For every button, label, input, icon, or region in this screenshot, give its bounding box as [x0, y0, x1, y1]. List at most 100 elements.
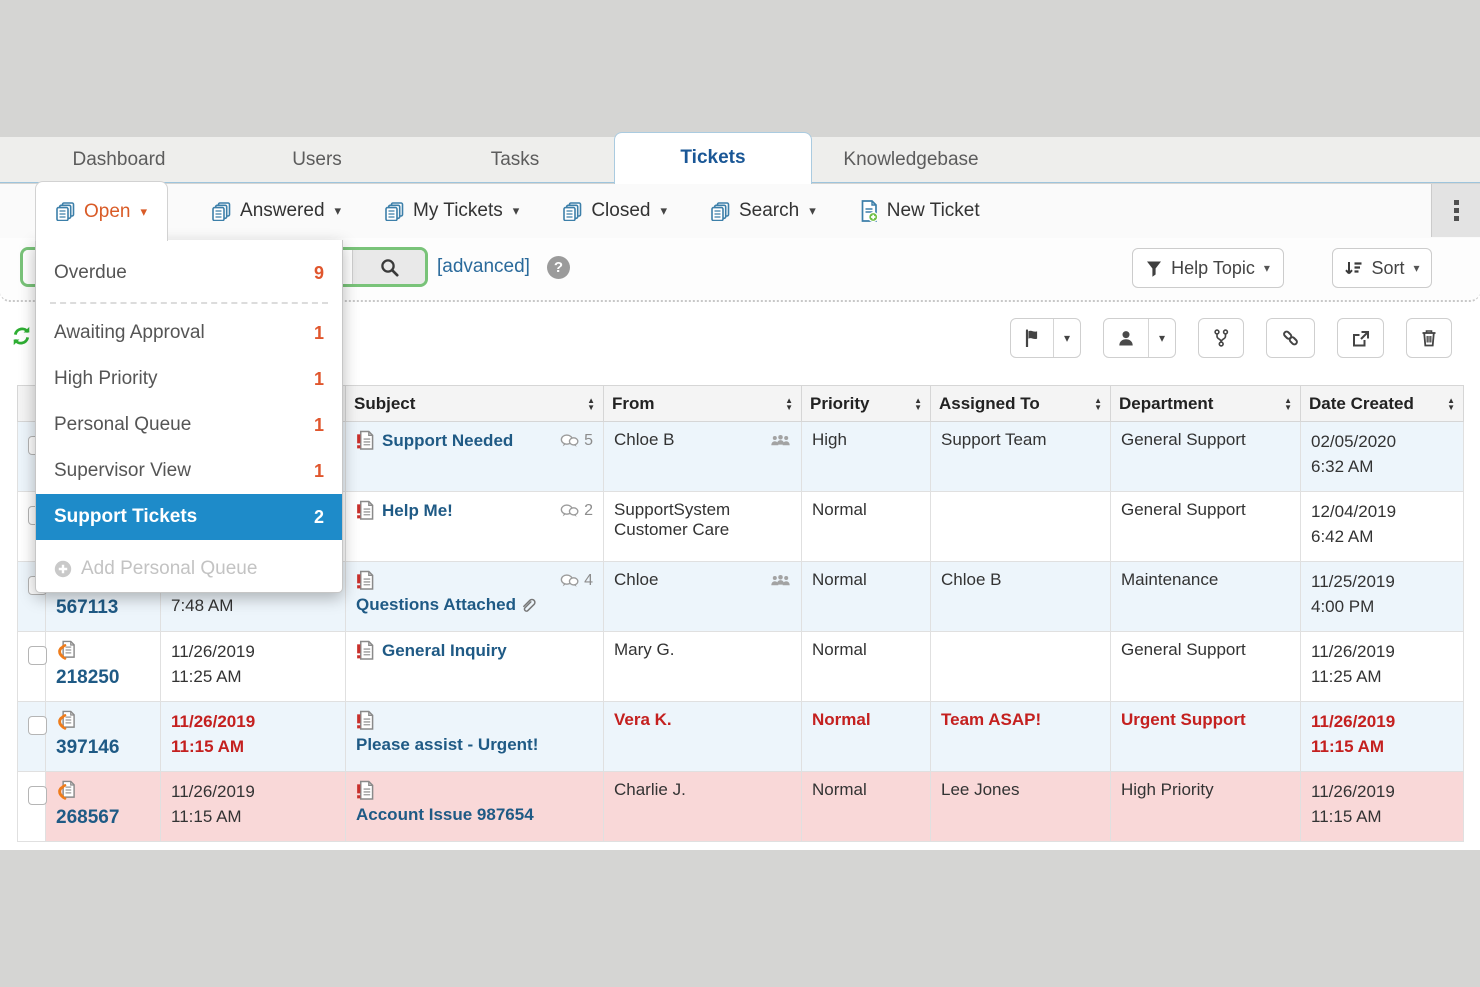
ticket-document-icon: [356, 780, 374, 800]
ticket-number-link[interactable]: 268567: [56, 807, 120, 828]
queue-closed-button[interactable]: Closed ▾: [563, 200, 667, 222]
assigned-cell: [930, 631, 1111, 702]
queue-item-high-priority[interactable]: High Priority 1: [36, 356, 342, 402]
export-button[interactable]: [1337, 318, 1384, 358]
sort-icon: [1345, 261, 1363, 275]
priority-cell: Normal: [801, 701, 931, 772]
department-cell: Urgent Support: [1110, 701, 1301, 772]
assign-agent-button[interactable]: [1104, 319, 1148, 357]
ticket-row: 397146 11/26/2019 11:15 AM Please assist…: [17, 701, 1464, 772]
new-ticket-button[interactable]: New Ticket: [860, 200, 980, 222]
new-ticket-icon: [861, 200, 878, 222]
from-cell: Charlie J.: [603, 771, 802, 842]
dropdown-separator: [50, 302, 328, 304]
tab-tasks[interactable]: Tasks: [490, 149, 540, 170]
subject-cell: Help Me! 2: [345, 491, 604, 562]
queue-item-supervisor-view[interactable]: Supervisor View 1: [36, 448, 342, 494]
phone-ticket-icon: [58, 640, 76, 660]
tab-users[interactable]: Users: [292, 149, 342, 170]
created-cell: 12/04/2019 6:42 AM: [1300, 491, 1464, 562]
comment-count: 2: [560, 502, 593, 520]
assign-split-button: ▾: [1102, 318, 1176, 358]
queue-count-badge: 1: [313, 461, 324, 481]
caret-down-icon: ▾: [809, 203, 816, 218]
created-cell: 11/26/2019 11:15 AM: [1300, 771, 1464, 842]
stack-icon: [56, 202, 75, 221]
advanced-search-link[interactable]: [advanced]: [437, 256, 530, 277]
queue-answered-button[interactable]: Answered ▾: [212, 200, 341, 222]
tab-knowledgebase[interactable]: Knowledgebase: [843, 149, 979, 170]
assigned-cell: Lee Jones: [930, 771, 1111, 842]
priority-cell: High: [801, 421, 931, 492]
ticket-subject-link[interactable]: Help Me!: [382, 500, 453, 520]
overflow-menu-button[interactable]: [1431, 184, 1480, 237]
add-personal-queue-item[interactable]: Add Personal Queue: [36, 550, 342, 584]
phone-ticket-icon: [58, 710, 76, 730]
main-tabbar: Dashboard Users Tasks Tickets Knowledgeb…: [0, 132, 1480, 184]
queue-item-awaiting-approval[interactable]: Awaiting Approval 1: [36, 310, 342, 356]
queue-item-personal-queue[interactable]: Personal Queue 1: [36, 402, 342, 448]
ticket-subject-link[interactable]: Support Needed: [382, 430, 514, 450]
tab-dashboard[interactable]: Dashboard: [72, 149, 166, 170]
ticket-subject-link[interactable]: General Inquiry: [382, 640, 507, 660]
subject-cell: 4 Questions Attached: [345, 561, 604, 632]
row-checkbox[interactable]: [28, 716, 47, 735]
subject-cell: Support Needed 5: [345, 421, 604, 492]
comment-count: 5: [560, 432, 593, 450]
sort-arrows-icon: ▲ ▼: [587, 395, 595, 412]
ticket-subject-link[interactable]: Questions Attached: [356, 595, 516, 614]
created-cell: 11/25/2019 4:00 PM: [1300, 561, 1464, 632]
row-checkbox[interactable]: [28, 786, 47, 805]
queue-item-overdue[interactable]: Overdue 9: [36, 250, 342, 296]
merge-branch-icon: [1214, 329, 1229, 347]
header-from[interactable]: From ▲ ▼: [603, 385, 802, 422]
sort-arrows-icon: ▲ ▼: [1094, 395, 1102, 412]
sort-button[interactable]: Sort ▾: [1332, 248, 1432, 288]
queue-open-label: Open: [84, 200, 131, 222]
search-submit-button[interactable]: [352, 250, 425, 284]
sort-arrows-icon: ▲ ▼: [914, 395, 922, 412]
queue-open-button[interactable]: Open ▾: [35, 181, 169, 241]
ticket-subject-link[interactable]: Account Issue 987654: [356, 805, 534, 824]
delete-button[interactable]: [1406, 318, 1452, 358]
priority-cell: Normal: [801, 631, 931, 702]
ticket-row: 268567 11/26/2019 11:15 AM Account Issue…: [17, 771, 1464, 842]
comment-count: 4: [560, 572, 593, 590]
caret-down-icon: ▾: [660, 203, 667, 218]
header-date-created[interactable]: Date Created ▲ ▼: [1300, 385, 1464, 422]
ticket-number-link[interactable]: 397146: [56, 737, 120, 758]
stack-icon: [385, 201, 404, 221]
queue-my-tickets-button[interactable]: My Tickets ▾: [385, 200, 519, 222]
merge-button[interactable]: [1198, 318, 1244, 358]
help-topic-filter-button[interactable]: Help Topic ▾: [1132, 248, 1284, 288]
subject-cell: Account Issue 987654: [345, 771, 604, 842]
flag-button[interactable]: [1011, 319, 1053, 357]
tab-tickets[interactable]: Tickets: [614, 132, 812, 184]
department-cell: General Support: [1110, 631, 1301, 702]
created-cell: 11/26/2019 11:25 AM: [1300, 631, 1464, 702]
department-cell: High Priority: [1110, 771, 1301, 842]
caret-down-icon: ▾: [140, 203, 148, 219]
flag-dropdown-toggle[interactable]: ▾: [1052, 319, 1080, 357]
phone-ticket-icon: [58, 780, 76, 800]
flag-icon: [1025, 329, 1039, 347]
ticket-subject-link[interactable]: Please assist - Urgent!: [356, 735, 539, 754]
stack-icon: [212, 201, 231, 221]
help-question-icon[interactable]: ?: [547, 256, 570, 279]
row-checkbox[interactable]: [28, 646, 47, 665]
search-icon: [380, 258, 399, 277]
queue-item-support-tickets[interactable]: Support Tickets 2: [36, 494, 342, 540]
queue-search-button[interactable]: Search ▾: [711, 200, 816, 222]
link-button[interactable]: [1266, 318, 1315, 358]
priority-cell: Normal: [801, 491, 931, 562]
refresh-icon[interactable]: [11, 326, 32, 346]
header-priority[interactable]: Priority ▲ ▼: [801, 385, 931, 422]
ticket-number-link[interactable]: 218250: [56, 667, 120, 688]
assign-dropdown-toggle[interactable]: ▾: [1147, 319, 1175, 357]
header-department[interactable]: Department ▲ ▼: [1110, 385, 1301, 422]
last-updated-cell: 11/26/2019 11:15 AM: [160, 771, 346, 842]
created-cell: 02/05/2020 6:32 AM: [1300, 421, 1464, 492]
ticket-number-link[interactable]: 567113: [56, 597, 119, 618]
header-subject[interactable]: Subject ▲ ▼: [345, 385, 604, 422]
header-assigned-to[interactable]: Assigned To ▲ ▼: [930, 385, 1111, 422]
